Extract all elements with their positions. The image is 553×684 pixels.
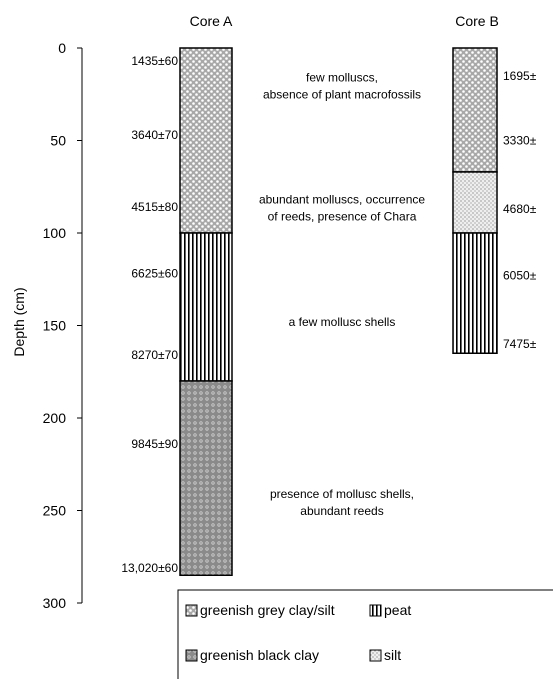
legend-item-peat: peat bbox=[369, 602, 411, 618]
radiocarbon-date: 3640±70 bbox=[131, 128, 178, 142]
radiocarbon-date: 8270±70 bbox=[131, 348, 178, 362]
radiocarbon-date: 3330± bbox=[503, 134, 537, 148]
layer-greenish-black-clay bbox=[179, 380, 233, 576]
legend-label: peat bbox=[384, 602, 411, 618]
legend-label: silt bbox=[384, 647, 401, 663]
annotations: few molluscs, absence of plant macrofossi… bbox=[259, 71, 425, 518]
annotation-line: absence of plant macrofossils bbox=[263, 88, 421, 102]
axis-tick-label: 300 bbox=[43, 595, 67, 611]
axis-tick-label: 150 bbox=[43, 318, 67, 334]
legend-item-greenish-grey-clay-silt: greenish grey clay/silt bbox=[185, 602, 335, 618]
core-core-a: Core A 1435±60 3640±70 4515±80 6625±60 8270±7… bbox=[121, 13, 233, 576]
legend-label: greenish black clay bbox=[200, 647, 319, 663]
annotation: abundant molluscs, occurrence of reeds, p… bbox=[259, 193, 425, 224]
core-core-b: Core B 1695± 3330± 4680± 6050± 7475± bbox=[452, 13, 537, 354]
radiocarbon-date: 1695± bbox=[503, 69, 537, 83]
depth-axis-label: Depth (cm) bbox=[11, 287, 27, 356]
radiocarbon-date: 9845±90 bbox=[131, 437, 178, 451]
legend-swatch bbox=[185, 649, 198, 662]
legend-item-silt: silt bbox=[369, 647, 401, 663]
layer-silt bbox=[452, 171, 498, 234]
legend-swatch bbox=[369, 604, 382, 617]
legend-box bbox=[177, 589, 553, 684]
axis-tick-label: 100 bbox=[43, 225, 67, 241]
depth-axis-ticks: 0 50 100 150 200 250 300 bbox=[43, 40, 82, 611]
legend-label: greenish grey clay/silt bbox=[200, 602, 335, 618]
annotation: presence of mollusc shells, abundant reed… bbox=[270, 487, 414, 518]
radiocarbon-date: 6625±60 bbox=[131, 267, 178, 281]
annotation-line: presence of mollusc shells, bbox=[270, 487, 414, 501]
layer-greenish-grey-clay-silt bbox=[452, 47, 498, 173]
axis-tick-label: 50 bbox=[50, 133, 66, 149]
layer-peat bbox=[452, 232, 498, 354]
axis-tick-label: 200 bbox=[43, 410, 67, 426]
legend-swatch bbox=[369, 649, 382, 662]
annotation-line: of reeds, presence of Chara bbox=[268, 210, 417, 224]
legend: greenish grey clay/silt peat greenish blac… bbox=[177, 589, 553, 684]
core-title: Core A bbox=[190, 13, 233, 29]
cores: Core A 1435±60 3640±70 4515±80 6625±60 8270±7… bbox=[121, 13, 537, 576]
annotation-line: abundant reeds bbox=[300, 504, 383, 518]
legend-items: greenish grey clay/silt peat greenish blac… bbox=[185, 602, 411, 663]
annotation: a few mollusc shells bbox=[289, 315, 396, 329]
layer-greenish-grey-clay-silt bbox=[179, 47, 233, 234]
axis-tick-label: 250 bbox=[43, 503, 67, 519]
annotation-line: a few mollusc shells bbox=[289, 315, 396, 329]
radiocarbon-date: 6050± bbox=[503, 269, 537, 283]
depth-axis: 0 50 100 150 200 250 300 Depth (cm) bbox=[11, 40, 83, 611]
radiocarbon-date: 7475± bbox=[503, 337, 537, 351]
annotation-line: few molluscs, bbox=[306, 71, 378, 85]
legend-item-greenish-black-clay: greenish black clay bbox=[185, 647, 319, 663]
radiocarbon-date: 4515±80 bbox=[131, 200, 178, 214]
core-title: Core B bbox=[455, 13, 499, 29]
radiocarbon-date: 1435±60 bbox=[131, 54, 178, 68]
legend-swatch bbox=[185, 604, 198, 617]
layer-peat bbox=[179, 232, 233, 382]
radiocarbon-date: 13,020±60 bbox=[121, 561, 178, 575]
annotation-line: abundant molluscs, occurrence bbox=[259, 193, 425, 207]
radiocarbon-date: 4680± bbox=[503, 202, 537, 216]
axis-tick-label: 0 bbox=[58, 40, 66, 56]
annotation: few molluscs, absence of plant macrofossi… bbox=[263, 71, 421, 102]
